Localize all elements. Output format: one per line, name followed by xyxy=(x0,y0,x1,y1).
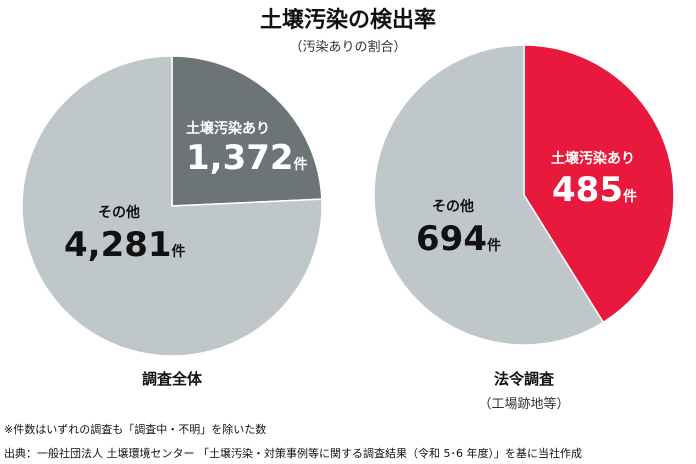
source-note: 出典：一般社団法人 土壌環境センター 「土壌汚染・対策事例等に関する調査結果（令… xyxy=(4,447,582,460)
pie-0-slice-1 xyxy=(21,55,323,357)
left-slice-label-contaminated: 土壌汚染あり xyxy=(186,121,270,137)
right-pie-caption-sub: （工場跡地等） xyxy=(478,397,570,412)
left-slice-value-other: 4,281件 xyxy=(64,225,186,265)
left-pie-caption: 調査全体 xyxy=(141,370,202,388)
chart-title: 土壌汚染の検出率 xyxy=(259,8,436,33)
right-slice-value-other: 694件 xyxy=(416,219,501,259)
right-pie-caption: 法令調査 xyxy=(493,370,554,388)
pie-0-slice-0 xyxy=(171,55,323,207)
chart-subtitle: （汚染ありの割合） xyxy=(289,40,407,55)
footnote: ※件数はいずれの調査も「調査中・不明」を除いた数 xyxy=(4,423,267,436)
left-slice-value-contaminated: 1,372件 xyxy=(186,138,308,178)
right-slice-value-contaminated: 485件 xyxy=(552,170,637,210)
left-slice-label-other: その他 xyxy=(98,205,140,221)
right-slice-label-contaminated: 土壌汚染あり xyxy=(551,151,635,167)
right-slice-label-other: その他 xyxy=(432,199,474,215)
pie-1-slice-1 xyxy=(373,44,605,346)
pie-1-slice-0 xyxy=(523,44,675,324)
